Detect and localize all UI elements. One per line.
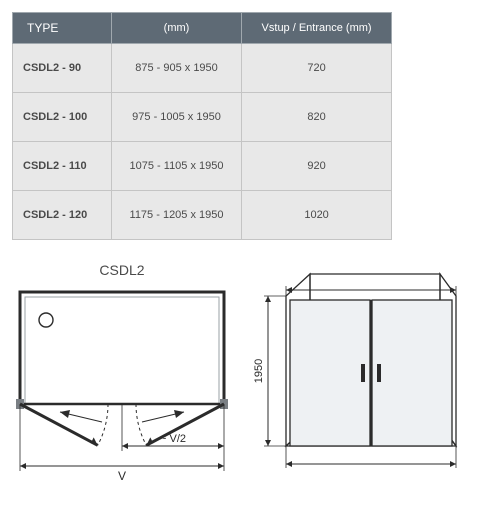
table-row: CSDL2 - 110 1075 - 1105 x 1950 920 [13, 142, 392, 191]
cell-type: CSDL2 - 100 [13, 93, 112, 142]
table-header-row: TYPE (mm) Vstup / Entrance (mm) [13, 13, 392, 44]
col-type: TYPE [13, 13, 112, 44]
table-row: CSDL2 - 100 975 - 1005 x 1950 820 [13, 93, 392, 142]
plan-label: CSDL2 [12, 262, 232, 278]
plan-svg: ~ V/2 V [12, 284, 232, 494]
cell-ent: 820 [242, 93, 392, 142]
cell-mm: 975 - 1005 x 1950 [111, 93, 241, 142]
cell-ent: 720 [242, 44, 392, 93]
iso-diagram: 1950 [250, 264, 460, 499]
col-mm: (mm) [111, 13, 241, 44]
cell-mm: 1175 - 1205 x 1950 [111, 191, 241, 240]
cell-type: CSDL2 - 120 [13, 191, 112, 240]
svg-text:1950: 1950 [253, 359, 265, 383]
cell-ent: 920 [242, 142, 392, 191]
table-row: CSDL2 - 90 875 - 905 x 1950 720 [13, 44, 392, 93]
diagram-row: CSDL2 ~ V/2 V 1950 [12, 262, 488, 499]
iso-svg: 1950 [250, 264, 460, 494]
col-entrance: Vstup / Entrance (mm) [242, 13, 392, 44]
svg-text:~ V/2: ~ V/2 [160, 433, 186, 445]
spec-table: TYPE (mm) Vstup / Entrance (mm) CSDL2 - … [12, 12, 392, 240]
plan-diagram: CSDL2 ~ V/2 V [12, 262, 232, 499]
cell-type: CSDL2 - 110 [13, 142, 112, 191]
cell-ent: 1020 [242, 191, 392, 240]
cell-mm: 875 - 905 x 1950 [111, 44, 241, 93]
svg-text:V: V [118, 469, 126, 483]
table-body: CSDL2 - 90 875 - 905 x 1950 720 CSDL2 - … [13, 44, 392, 240]
cell-mm: 1075 - 1105 x 1950 [111, 142, 241, 191]
table-row: CSDL2 - 120 1175 - 1205 x 1950 1020 [13, 191, 392, 240]
cell-type: CSDL2 - 90 [13, 44, 112, 93]
